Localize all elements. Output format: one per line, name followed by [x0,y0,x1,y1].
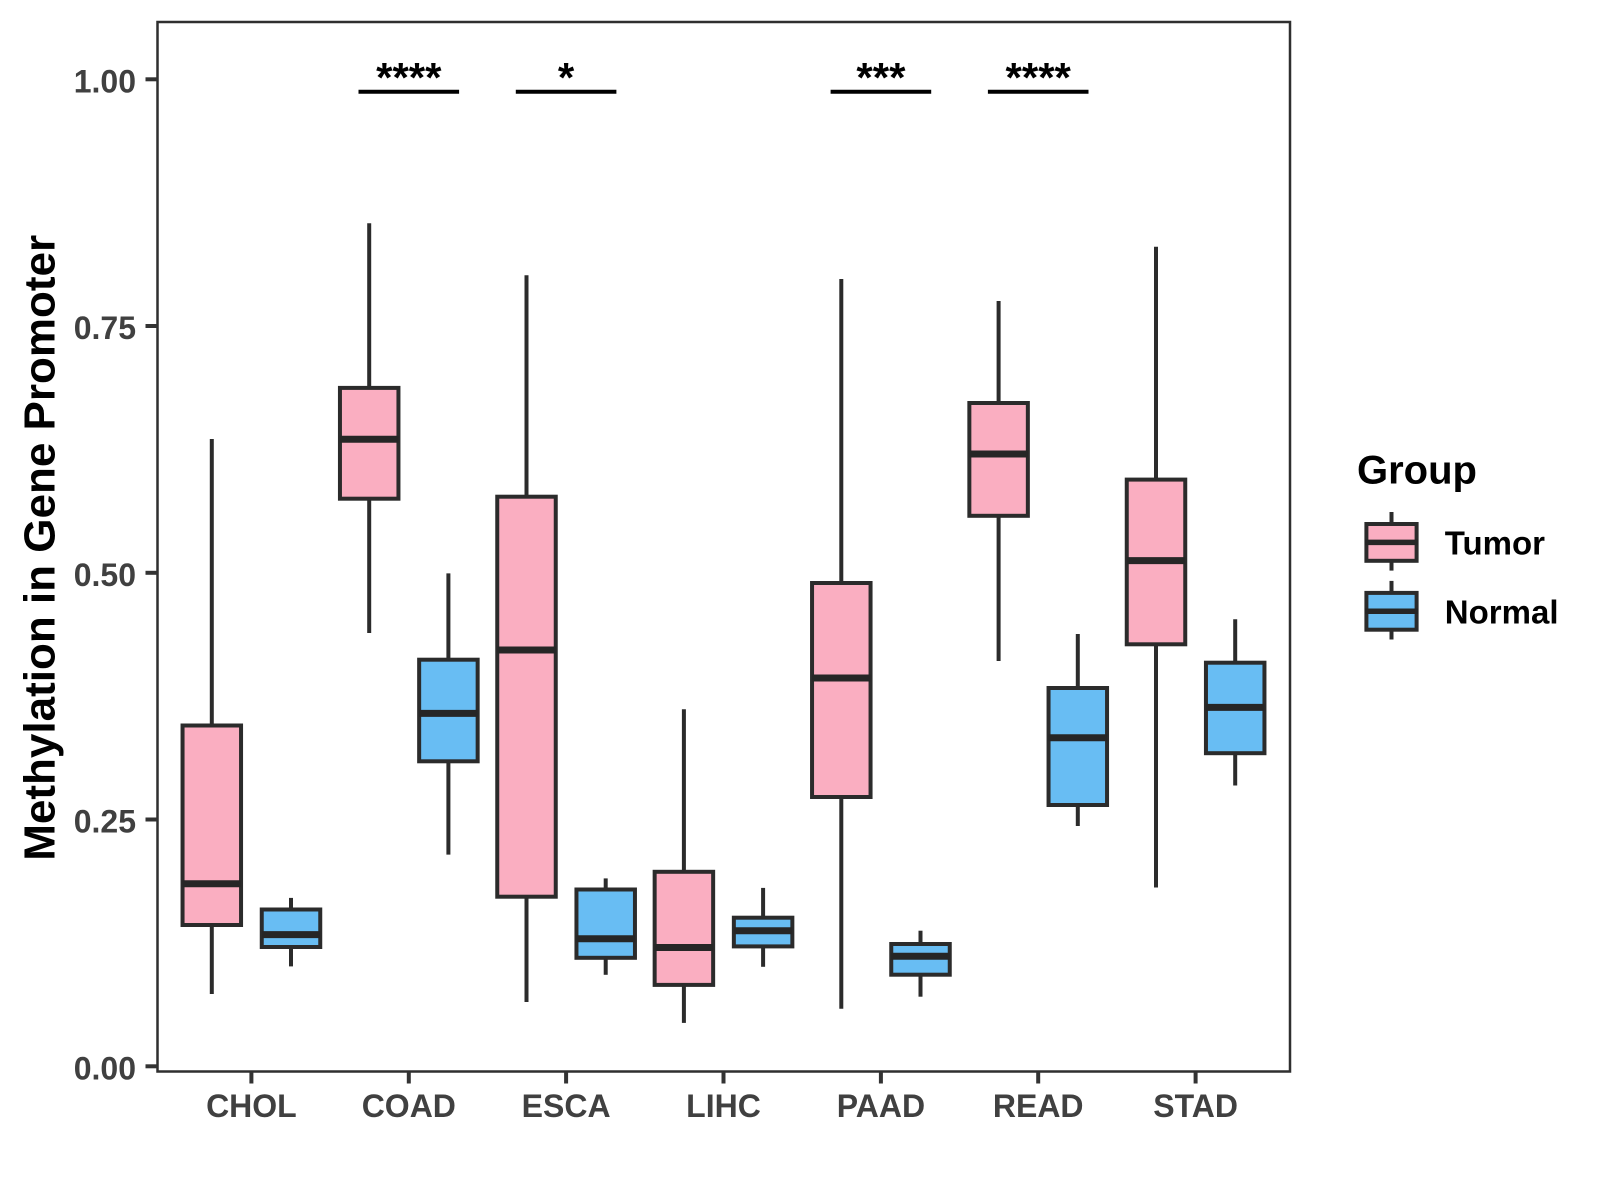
svg-text:PAAD: PAAD [837,1088,925,1124]
svg-text:COAD: COAD [362,1088,456,1124]
svg-text:Methylation in Gene Promoter: Methylation in Gene Promoter [16,235,65,861]
svg-text:****: **** [376,54,442,101]
svg-text:0.50: 0.50 [74,557,136,593]
svg-text:LIHC: LIHC [686,1088,761,1124]
svg-text:****: **** [1006,54,1072,101]
svg-text:STAD: STAD [1153,1088,1238,1124]
svg-text:ESCA: ESCA [522,1088,611,1124]
svg-text:1.00: 1.00 [74,63,136,99]
svg-text:***: *** [856,54,906,101]
svg-text:CHOL: CHOL [206,1088,297,1124]
svg-text:0.75: 0.75 [74,310,136,346]
svg-text:READ: READ [993,1088,1084,1124]
svg-text:*: * [558,54,575,101]
svg-text:0.00: 0.00 [74,1050,136,1086]
svg-text:Group: Group [1357,449,1477,493]
svg-text:0.25: 0.25 [74,804,136,840]
svg-text:Normal: Normal [1445,594,1559,631]
svg-text:Tumor: Tumor [1445,525,1545,562]
